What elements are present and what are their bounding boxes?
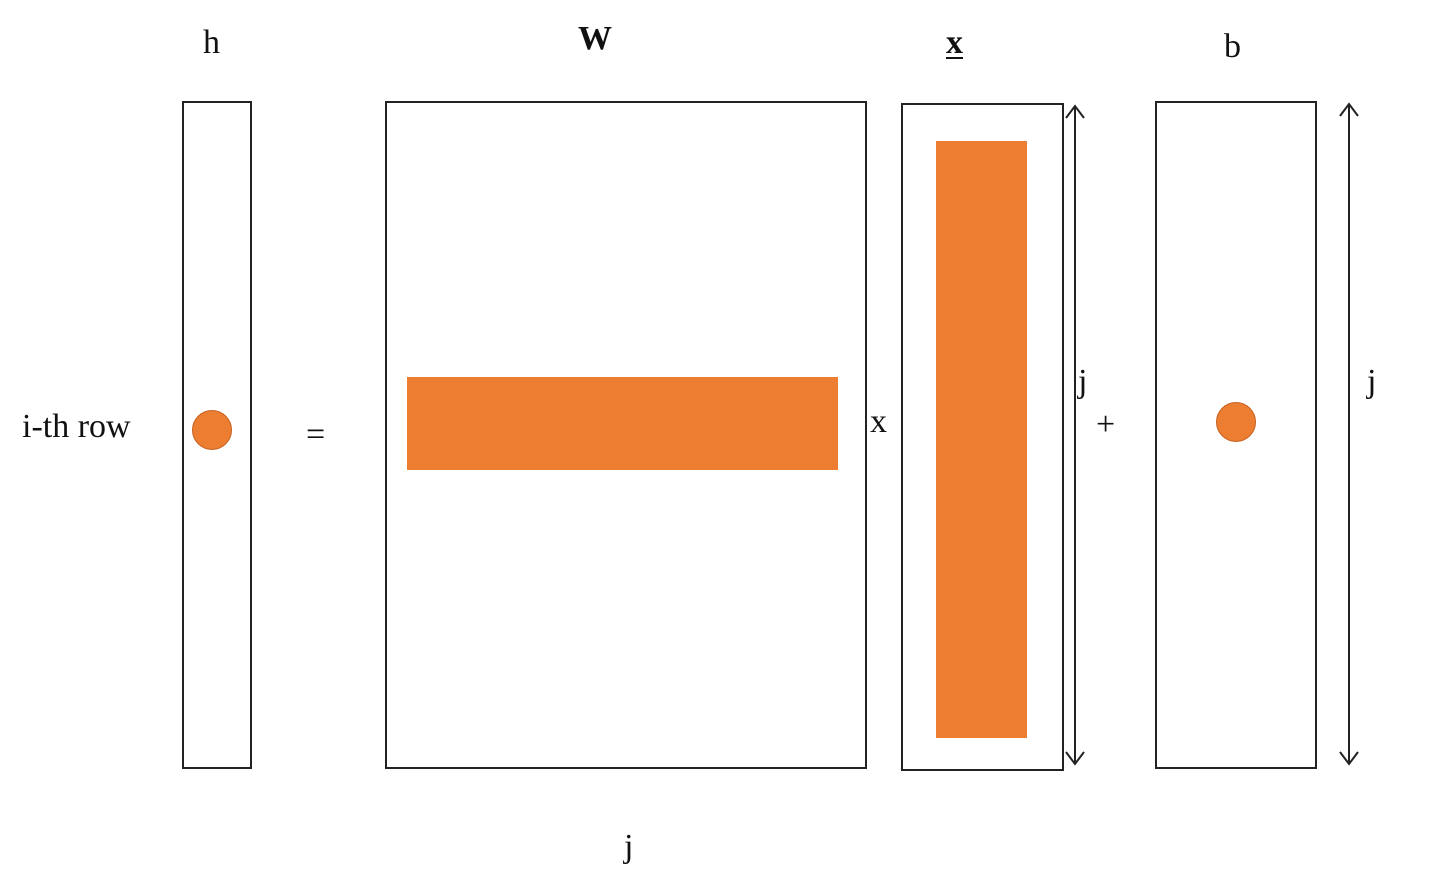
x-vector-label: x bbox=[946, 24, 963, 61]
b-vector-box bbox=[1155, 101, 1317, 769]
b-dimension-label: j bbox=[1367, 363, 1377, 400]
plus-sign: + bbox=[1096, 406, 1116, 443]
b-vector-label: b bbox=[1224, 28, 1241, 65]
h-element-dot bbox=[192, 410, 232, 450]
h-vector-label: h bbox=[203, 24, 220, 61]
b-element-dot bbox=[1216, 402, 1256, 442]
w-matrix-label: W bbox=[578, 20, 612, 57]
w-width-label: j bbox=[624, 828, 634, 865]
ith-row-label: i-th row bbox=[22, 408, 131, 445]
x-dimension-label: j bbox=[1078, 363, 1088, 400]
w-row-highlight bbox=[407, 377, 838, 470]
h-vector-box bbox=[182, 101, 252, 769]
equals-sign: = bbox=[306, 416, 326, 453]
w-matrix-box bbox=[385, 101, 867, 769]
x-height-arrow bbox=[1065, 104, 1085, 766]
x-column-highlight bbox=[936, 141, 1027, 738]
b-height-arrow bbox=[1339, 102, 1359, 766]
x-vector-box bbox=[901, 103, 1064, 771]
multiply-sign: x bbox=[870, 403, 887, 440]
